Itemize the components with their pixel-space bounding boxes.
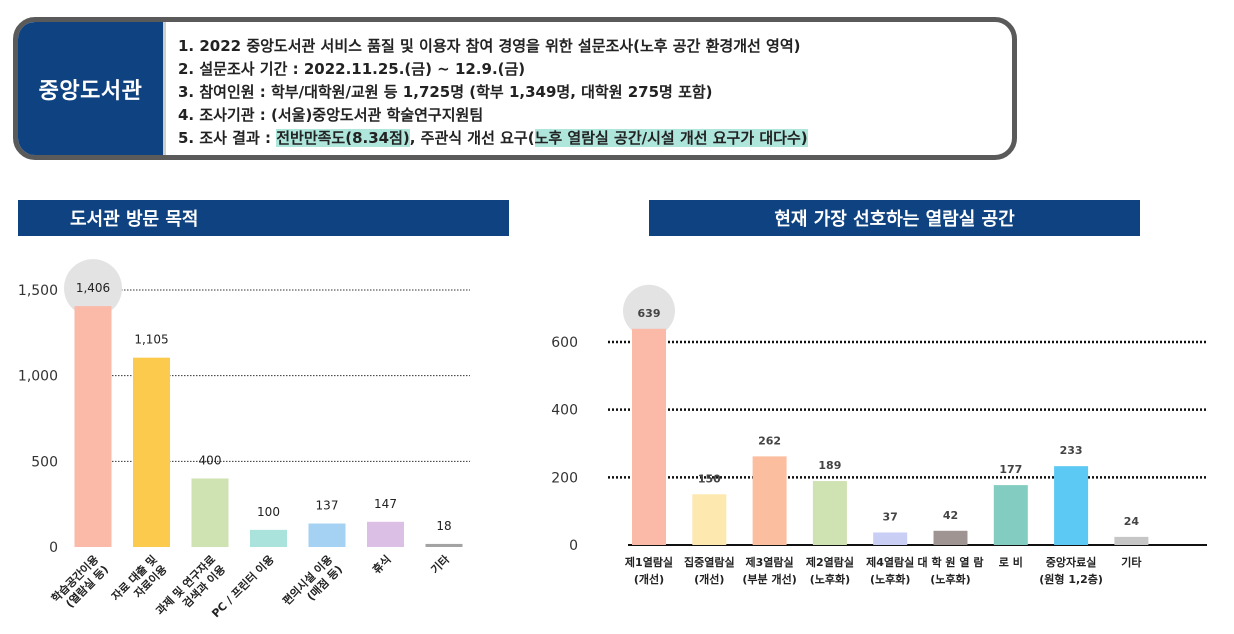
- visit-bar: [308, 523, 346, 547]
- visit-value-label: 147: [374, 497, 397, 511]
- info-line-5-middle: , 주관식 개선 요구(: [409, 129, 535, 147]
- space-bar: [632, 328, 666, 545]
- visit-bar: [425, 543, 463, 547]
- space-ytick-label: 400: [551, 403, 578, 419]
- space-category-label: (노후화): [870, 572, 910, 586]
- space-bar: [1054, 466, 1089, 545]
- space-category-label: 제2열람실: [806, 555, 854, 569]
- space-category-label: (노후화): [810, 572, 850, 586]
- visit-value-label: 1,105: [134, 333, 168, 347]
- space-category-label: 중앙자료실: [1046, 555, 1097, 569]
- info-line-3: 3. 참여인원 : 학부/대학원/교원 등 1,725명 (학부 1,349명,…: [178, 83, 713, 101]
- space-ytick-label: 0: [569, 538, 578, 554]
- visit-category-label: 학습공간이용(열람실 등): [48, 552, 111, 615]
- visit-value-label: 100: [257, 505, 280, 519]
- visit-category-label: 휴식: [369, 552, 393, 576]
- space-bar: [692, 494, 727, 545]
- space-category-label: 제4열람실: [866, 555, 914, 569]
- info-line-1: 1. 2022 중앙도서관 서비스 품질 및 이용자 참여 경영을 위한 설문조…: [178, 37, 801, 55]
- visit-bar: [250, 529, 287, 547]
- info-line-5-highlight-satisfaction: 전반만족도(8.34점): [276, 129, 410, 147]
- space-bar: [873, 532, 908, 545]
- space-bar: [1114, 536, 1149, 545]
- visit-value-label: 18: [436, 519, 451, 533]
- info-line-5: 5. 조사 결과 : 전반만족도(8.34점), 주관식 개선 요구(노후 열람…: [178, 127, 808, 150]
- space-category-label: 제3열람실: [746, 555, 794, 569]
- visit-ytick-label: 500: [31, 454, 58, 470]
- space-value-label: 37: [883, 510, 898, 523]
- space-value-label: 177: [999, 463, 1022, 476]
- chart-title-visit-purpose: 도서관 방문 목적: [18, 200, 509, 236]
- space-category-label: (원형 1,2층): [1039, 572, 1103, 586]
- space-ytick-label: 200: [551, 470, 578, 486]
- info-divider: [163, 22, 166, 155]
- space-value-label: 639: [638, 307, 661, 320]
- visit-category-label-line: PC / 프린터 이용: [209, 552, 277, 620]
- visit-bar: [74, 306, 112, 547]
- visit-bar: [191, 478, 229, 547]
- space-category-label: 로 비: [999, 555, 1023, 569]
- visit-category-label-line: 휴식: [369, 552, 393, 576]
- visit-highlight-circle: [64, 259, 122, 318]
- visit-category-label: PC / 프린터 이용: [209, 552, 277, 620]
- survey-info-box: 중앙도서관 1. 2022 중앙도서관 서비스 품질 및 이용자 참여 경영을 …: [13, 17, 1017, 160]
- visit-ytick-label: 0: [49, 540, 58, 556]
- space-category-label: 기타: [1121, 555, 1142, 569]
- space-value-label: 150: [698, 472, 721, 485]
- info-label: 중앙도서관: [18, 22, 163, 155]
- space-ytick-label: 600: [551, 335, 578, 351]
- visit-ytick-label: 1,000: [18, 369, 58, 385]
- space-category-label: 제1열람실: [625, 555, 673, 569]
- info-line-5-highlight-request: 노후 열람실 공간/시설 개선 요구가 대다수): [534, 129, 808, 147]
- visit-bar: [367, 521, 404, 547]
- visit-value-label: 1,406: [76, 281, 110, 295]
- space-value-label: 24: [1124, 515, 1140, 528]
- space-value-label: 262: [758, 434, 781, 447]
- space-highlight-circle: [623, 284, 675, 337]
- info-line-4: 4. 조사기관 : (서울)중앙도서관 학술연구지원팀: [178, 106, 484, 124]
- space-bar: [752, 456, 787, 545]
- space-category-label: (부분 개선): [742, 572, 796, 586]
- info-lines: 1. 2022 중앙도서관 서비스 품질 및 이용자 참여 경영을 위한 설문조…: [166, 22, 808, 155]
- info-line-2: 2. 설문조사 기간 : 2022.11.25.(금) ~ 12.9.(금): [178, 60, 526, 78]
- visit-bar: [133, 357, 170, 547]
- space-bar: [812, 481, 847, 545]
- visit-category-label-line: 기타: [428, 552, 453, 577]
- space-category-label: (개선): [634, 572, 664, 586]
- visit-value-label: 137: [316, 499, 339, 513]
- space-bar: [933, 530, 968, 545]
- info-line-5-prefix: 5. 조사 결과 :: [178, 129, 277, 147]
- space-category-label: 집중열람실: [684, 555, 735, 569]
- space-value-label: 42: [943, 509, 958, 522]
- visit-ytick-label: 1,500: [18, 283, 58, 299]
- space-category-label: 대 학 원 열 람: [918, 555, 984, 569]
- visit-value-label: 400: [199, 453, 222, 467]
- space-value-label: 233: [1060, 444, 1083, 457]
- space-category-label: (개선): [694, 572, 724, 586]
- visit-category-label: 기타: [428, 552, 453, 577]
- visit-category-label: 편의시설 이용(매점 등): [280, 552, 345, 617]
- space-value-label: 189: [818, 459, 841, 472]
- space-category-label: (노후화): [930, 572, 970, 586]
- space-bar: [993, 485, 1028, 545]
- chart-title-preferred-space: 현재 가장 선호하는 열람실 공간: [649, 200, 1140, 236]
